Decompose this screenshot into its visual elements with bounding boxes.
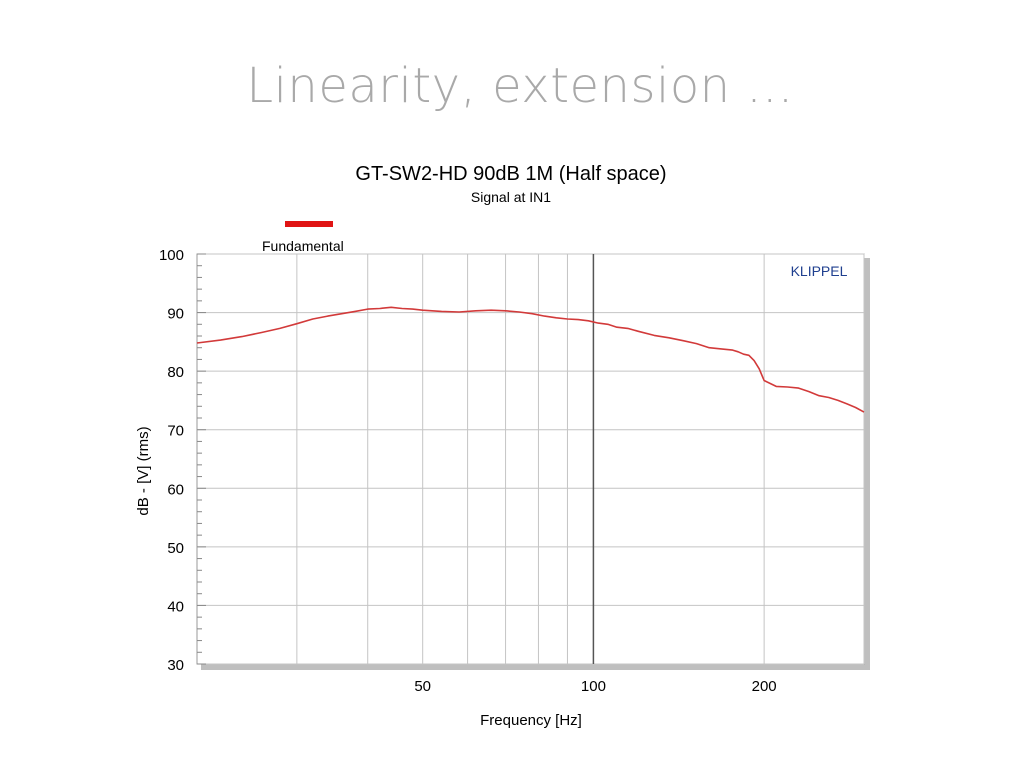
- x-tick-label: 200: [752, 678, 777, 695]
- x-axis-label: Frequency [Hz]: [480, 712, 582, 729]
- x-axis-ticks: 50 100 200: [414, 678, 776, 695]
- plot-area: [196, 253, 865, 665]
- y-tick-label: 70: [167, 423, 184, 440]
- legend-swatch-fundamental: [285, 221, 333, 227]
- y-tick-label: 50: [167, 540, 184, 557]
- chart-title: GT-SW2-HD 90dB 1M (Half space): [355, 163, 666, 185]
- y-tick-label: 100: [159, 247, 184, 264]
- legend-label-fundamental: Fundamental: [262, 238, 344, 254]
- y-tick-label: 90: [167, 306, 184, 323]
- x-tick-label: 50: [414, 678, 431, 695]
- klippel-watermark: KLIPPEL: [791, 263, 848, 279]
- x-tick-label: 100: [581, 678, 606, 695]
- series-line-fundamental: [196, 306, 865, 413]
- grid: [197, 253, 865, 665]
- y-tick-label: 80: [167, 364, 184, 381]
- y-axis-label: dB - [V] (rms): [135, 426, 152, 515]
- slide-title: Linearity, extension ...: [246, 58, 794, 114]
- y-tick-label: 30: [167, 657, 184, 674]
- y-axis-ticks: 30 40 50 60 70 80 90 100: [159, 247, 206, 674]
- series-layer: [196, 306, 865, 413]
- y-tick-label: 60: [167, 481, 184, 498]
- y-tick-label: 40: [167, 598, 184, 615]
- chart-subtitle: Signal at IN1: [471, 189, 551, 205]
